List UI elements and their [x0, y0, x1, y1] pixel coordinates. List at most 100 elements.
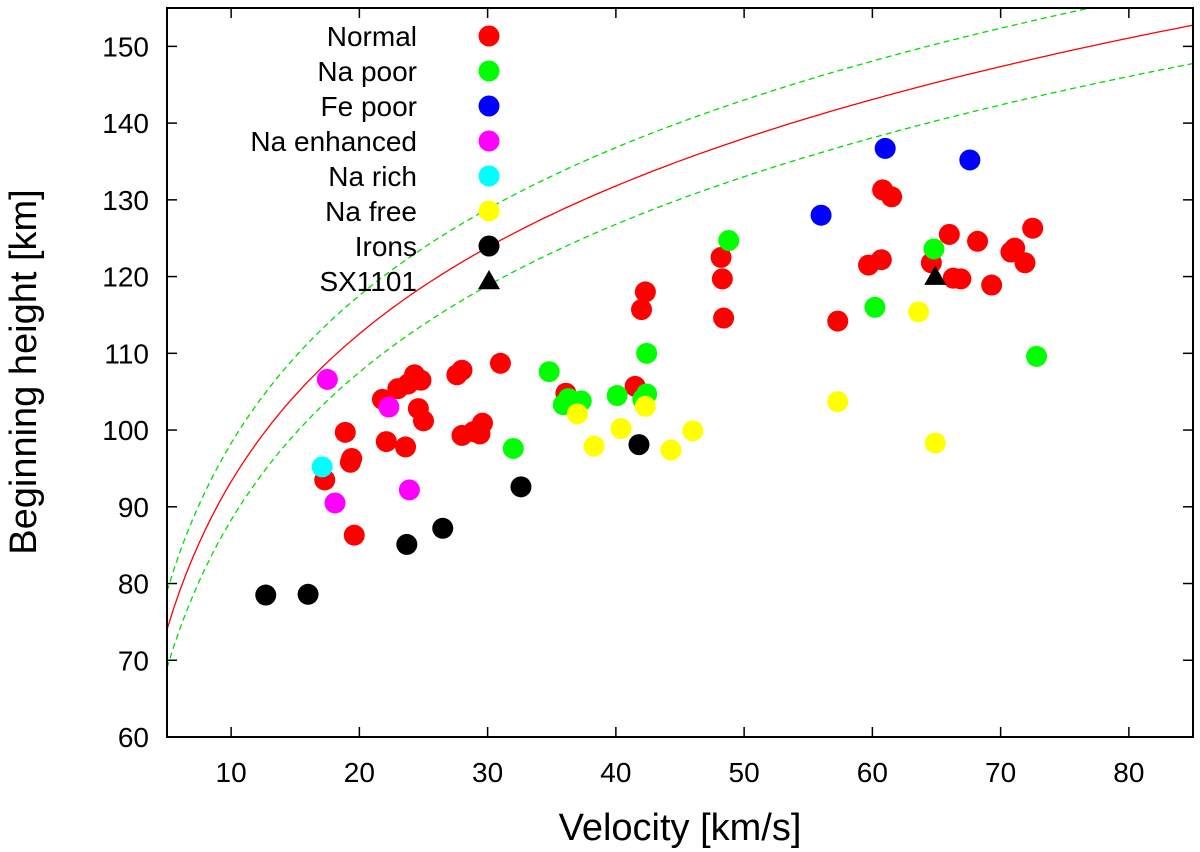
normal-point — [343, 524, 365, 546]
fe-poor-point — [810, 204, 832, 226]
legend-marker-normal — [478, 25, 500, 47]
x-tick-label: 10 — [216, 757, 247, 788]
legend: Normal Na poor Fe poor Na enhanced Na rich Na… — [250, 21, 500, 297]
y-tick-label: 70 — [118, 645, 149, 676]
legend-label-fe-poor: Fe poor — [321, 91, 418, 122]
fe-poor-point — [874, 137, 896, 159]
legend-label-na-enhanced: Na enhanced — [250, 126, 417, 157]
x-tick-label: 30 — [472, 757, 503, 788]
normal-point — [981, 274, 1003, 296]
y-tick-label: 120 — [102, 262, 149, 293]
na-free-point — [634, 395, 656, 417]
na-poor-point — [718, 230, 740, 252]
na-poor-point — [502, 437, 524, 459]
y-tick-label: 110 — [104, 338, 149, 369]
normal-point — [950, 268, 972, 290]
legend-marker-irons — [478, 235, 500, 257]
x-tick-label: 40 — [600, 757, 631, 788]
legend-label-normal: Normal — [327, 21, 417, 52]
x-tick-label: 60 — [857, 757, 888, 788]
na-free-point — [566, 403, 588, 425]
irons-point — [297, 583, 319, 605]
na-free-point — [610, 418, 632, 440]
legend-marker-na-enhanced — [478, 130, 500, 152]
na-free-point — [682, 420, 704, 442]
irons-point — [432, 517, 454, 539]
normal-point — [1004, 237, 1026, 259]
normal-point — [710, 246, 732, 268]
legend-marker-fe-poor — [478, 95, 500, 117]
na-enhanced-point — [324, 492, 346, 514]
legend-label-na-free: Na free — [325, 196, 417, 227]
na-free-point — [660, 439, 682, 461]
legend-label-na-poor: Na poor — [317, 56, 417, 87]
normal-point — [489, 352, 511, 374]
x-tick-label: 80 — [1113, 757, 1144, 788]
na-poor-point — [1026, 345, 1048, 367]
legend-marker-sx1101 — [478, 270, 500, 290]
irons-point — [510, 476, 532, 498]
normal-point — [870, 249, 892, 271]
x-tick-label: 20 — [344, 757, 375, 788]
y-tick-label: 90 — [118, 492, 149, 523]
data-points — [255, 137, 1048, 606]
y-axis-label: Beginning height [km] — [3, 189, 45, 554]
fit-5-km-curve — [167, 62, 1193, 669]
na-enhanced-point — [378, 396, 400, 418]
na-enhanced-point — [398, 479, 420, 501]
fit-5-km-curve — [167, 8, 1093, 592]
normal-point — [938, 223, 960, 245]
na-rich-point — [311, 456, 333, 478]
normal-point — [1022, 217, 1044, 239]
axis-ticks: 10 20 30 40 50 60 70 80 60 70 80 90 100 110 120 130 140 1… — [102, 8, 1193, 788]
na-poor-point — [864, 296, 886, 318]
irons-point — [396, 533, 418, 555]
na-enhanced-point — [316, 368, 338, 390]
normal-point — [967, 230, 989, 252]
na-poor-point — [606, 385, 628, 407]
normal-point — [334, 421, 356, 443]
x-tick-label: 70 — [985, 757, 1016, 788]
na-free-point — [924, 432, 946, 454]
na-poor-point — [923, 238, 945, 260]
plot-frame — [166, 7, 1194, 738]
legend-marker-na-rich — [478, 165, 500, 187]
legend-label-sx1101: SX1101 — [319, 266, 417, 297]
na-free-point — [908, 301, 930, 323]
normal-point — [713, 307, 735, 329]
y-tick-label: 150 — [102, 31, 149, 62]
normal-point — [395, 436, 417, 458]
legend-marker-na-poor — [478, 60, 500, 82]
x-tick-label: 50 — [729, 757, 760, 788]
y-tick-label: 80 — [118, 569, 149, 600]
y-tick-label: 100 — [102, 415, 149, 446]
normal-point — [634, 281, 656, 303]
na-free-point — [827, 391, 849, 413]
y-tick-label: 130 — [102, 185, 149, 216]
normal-point — [827, 310, 849, 332]
na-free-point — [583, 435, 605, 457]
normal-point — [410, 369, 432, 391]
normal-point — [711, 268, 733, 290]
na-poor-point — [636, 342, 658, 364]
normal-point — [341, 447, 363, 469]
legend-marker-na-free — [478, 200, 500, 222]
legend-label-irons: Irons — [355, 231, 417, 262]
sx1101-point — [924, 265, 947, 285]
y-tick-label: 60 — [118, 722, 149, 753]
fe-poor-point — [959, 149, 981, 171]
normal-point — [471, 412, 493, 434]
normal-point — [451, 359, 473, 381]
fit-curves — [167, 8, 1193, 669]
legend-label-na-rich: Na rich — [328, 161, 417, 192]
irons-point — [255, 584, 277, 606]
normal-point — [413, 410, 434, 432]
x-axis-label: Velocity [km/s] — [559, 807, 802, 849]
fit-curve — [167, 24, 1193, 630]
na-poor-point — [538, 361, 560, 383]
irons-point — [628, 434, 650, 456]
normal-point — [1014, 252, 1036, 274]
normal-point — [881, 186, 903, 208]
normal-point — [631, 299, 653, 321]
